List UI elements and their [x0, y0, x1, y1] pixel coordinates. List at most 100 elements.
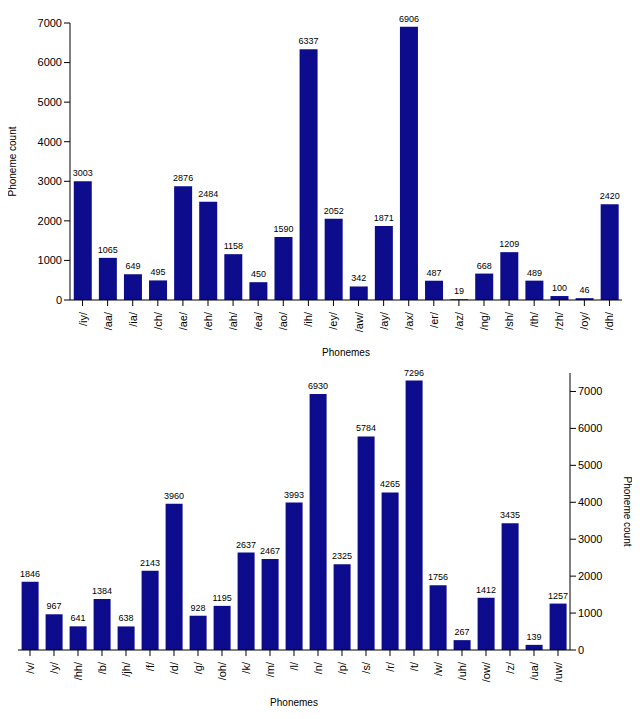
svg-text:/d/: /d/ — [168, 661, 180, 674]
svg-text:1000: 1000 — [38, 254, 62, 266]
svg-text:/z/: /z/ — [504, 661, 516, 674]
svg-text:/ng/: /ng/ — [478, 311, 490, 330]
svg-text:/er/: /er/ — [428, 311, 440, 328]
svg-text:1590: 1590 — [273, 224, 293, 234]
svg-text:5000: 5000 — [38, 96, 62, 108]
svg-text:/g/: /g/ — [192, 661, 204, 674]
svg-text:3960: 3960 — [164, 491, 184, 501]
svg-text:/az/: /az/ — [453, 311, 465, 330]
svg-text:6930: 6930 — [308, 381, 328, 391]
svg-text:1846: 1846 — [20, 569, 40, 579]
svg-text:/m/: /m/ — [264, 661, 276, 677]
svg-text:6337: 6337 — [299, 36, 319, 46]
svg-text:0: 0 — [56, 294, 62, 306]
svg-text:928: 928 — [191, 603, 206, 613]
svg-text:/uh/: /uh/ — [456, 661, 468, 680]
svg-text:/oy/: /oy/ — [578, 311, 590, 330]
svg-text:495: 495 — [151, 267, 166, 277]
svg-text:/n/: /n/ — [312, 661, 324, 674]
svg-text:6906: 6906 — [399, 14, 419, 24]
svg-text:2143: 2143 — [140, 558, 160, 568]
svg-text:5784: 5784 — [356, 423, 376, 433]
svg-text:1257: 1257 — [548, 591, 568, 601]
svg-text:/k/: /k/ — [240, 661, 252, 674]
svg-text:/eh/: /eh/ — [202, 311, 214, 330]
svg-text:/l/: /l/ — [288, 661, 300, 671]
svg-text:/ua/: /ua/ — [528, 661, 540, 680]
svg-text:7000: 7000 — [38, 17, 62, 29]
svg-text:/v/: /v/ — [24, 661, 36, 674]
svg-text:/ey/: /ey/ — [327, 311, 339, 330]
svg-text:/ea/: /ea/ — [252, 311, 264, 330]
svg-text:1158: 1158 — [224, 241, 243, 251]
svg-text:Phonemes: Phonemes — [270, 697, 318, 708]
svg-text:5000: 5000 — [578, 459, 602, 471]
svg-text:/iy/: /iy/ — [77, 311, 89, 326]
svg-text:Phoneme count: Phoneme count — [8, 126, 18, 196]
svg-text:3000: 3000 — [578, 533, 602, 545]
svg-text:6000: 6000 — [38, 56, 62, 68]
svg-text:1756: 1756 — [428, 572, 448, 582]
svg-text:/aw/: /aw/ — [353, 311, 365, 332]
svg-text:/oh/: /oh/ — [216, 661, 228, 680]
svg-text:1000: 1000 — [578, 607, 602, 619]
svg-text:342: 342 — [351, 273, 366, 283]
svg-text:/hh/: /hh/ — [72, 661, 84, 680]
svg-text:2325: 2325 — [332, 551, 352, 561]
svg-text:2000: 2000 — [38, 215, 62, 227]
svg-text:641: 641 — [71, 613, 86, 623]
svg-text:2484: 2484 — [198, 189, 218, 199]
svg-text:2052: 2052 — [324, 206, 344, 216]
svg-text:2876: 2876 — [173, 173, 193, 183]
svg-text:3003: 3003 — [73, 168, 93, 178]
svg-text:0: 0 — [578, 644, 584, 656]
svg-text:/ae/: /ae/ — [177, 311, 189, 330]
svg-text:3993: 3993 — [284, 490, 304, 500]
svg-text:4000: 4000 — [578, 496, 602, 508]
svg-text:668: 668 — [477, 261, 492, 271]
svg-text:7296: 7296 — [404, 368, 424, 378]
svg-text:3000: 3000 — [38, 175, 62, 187]
svg-text:/ay/: /ay/ — [378, 311, 390, 330]
svg-text:/ia/: /ia/ — [127, 311, 139, 327]
svg-text:487: 487 — [427, 268, 442, 278]
svg-text:1065: 1065 — [98, 245, 118, 255]
svg-text:46: 46 — [580, 285, 590, 295]
svg-text:638: 638 — [119, 613, 134, 623]
svg-text:2000: 2000 — [578, 570, 602, 582]
svg-text:/ch/: /ch/ — [152, 311, 164, 330]
svg-text:1209: 1209 — [499, 239, 519, 249]
svg-text:649: 649 — [125, 261, 140, 271]
svg-text:6000: 6000 — [578, 422, 602, 434]
svg-text:2467: 2467 — [260, 546, 280, 556]
svg-text:100: 100 — [552, 283, 567, 293]
svg-text:/ax/: /ax/ — [403, 311, 415, 330]
svg-text:139: 139 — [527, 632, 542, 642]
svg-text:1871: 1871 — [374, 213, 394, 223]
svg-text:19: 19 — [454, 286, 464, 296]
svg-text:/b/: /b/ — [96, 661, 108, 674]
svg-text:/sh/: /sh/ — [503, 311, 515, 330]
svg-text:450: 450 — [251, 269, 266, 279]
svg-text:489: 489 — [527, 268, 542, 278]
svg-text:1195: 1195 — [212, 593, 231, 603]
svg-text:1384: 1384 — [92, 586, 112, 596]
svg-text:967: 967 — [47, 601, 62, 611]
svg-text:/f/: /f/ — [144, 661, 156, 671]
svg-text:/ah/: /ah/ — [227, 311, 239, 330]
svg-text:2637: 2637 — [236, 540, 256, 550]
svg-text:/jh/: /jh/ — [120, 661, 132, 677]
svg-text:/t/: /t/ — [408, 661, 420, 671]
svg-text:/p/: /p/ — [336, 661, 348, 674]
svg-text:/w/: /w/ — [432, 661, 444, 676]
svg-text:4000: 4000 — [38, 136, 62, 148]
svg-text:/th/: /th/ — [528, 311, 540, 327]
svg-text:7000: 7000 — [578, 385, 602, 397]
svg-text:4265: 4265 — [380, 479, 400, 489]
svg-text:2420: 2420 — [600, 191, 620, 201]
svg-text:Phoneme count: Phoneme count — [622, 476, 632, 546]
svg-text:/y/: /y/ — [48, 661, 60, 674]
svg-text:/ih/: /ih/ — [302, 311, 314, 327]
svg-text:/zh/: /zh/ — [553, 311, 565, 330]
svg-text:/ao/: /ao/ — [277, 311, 289, 330]
